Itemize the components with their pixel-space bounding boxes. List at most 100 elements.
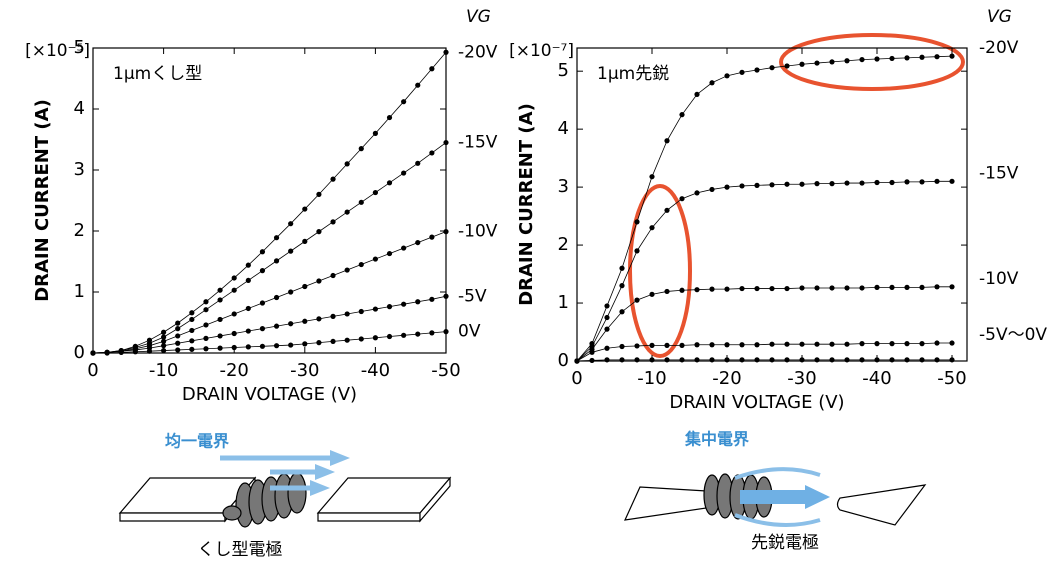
data-point bbox=[784, 342, 789, 347]
data-point bbox=[619, 283, 624, 288]
data-point bbox=[814, 181, 819, 186]
data-point bbox=[387, 304, 392, 309]
data-point bbox=[175, 321, 180, 326]
data-point bbox=[246, 328, 251, 333]
data-point bbox=[232, 331, 237, 336]
legend-title: VG bbox=[987, 7, 1012, 27]
data-point bbox=[246, 306, 251, 311]
series-line bbox=[93, 143, 446, 353]
data-point bbox=[189, 338, 194, 343]
data-point bbox=[859, 180, 864, 185]
comb-electrode-diagram bbox=[120, 450, 450, 527]
data-point bbox=[679, 288, 684, 293]
y-tick-label: 4 bbox=[74, 98, 85, 119]
data-point bbox=[387, 115, 392, 120]
y-tick-label: 1 bbox=[558, 292, 569, 313]
data-point bbox=[443, 229, 448, 234]
data-point bbox=[203, 299, 208, 304]
data-point bbox=[189, 317, 194, 322]
data-point bbox=[664, 208, 669, 213]
data-point bbox=[302, 341, 307, 346]
data-point bbox=[889, 341, 894, 346]
data-point bbox=[574, 358, 579, 363]
y-tick-label: 0 bbox=[74, 342, 85, 363]
data-point bbox=[694, 92, 699, 97]
data-point bbox=[359, 262, 364, 267]
data-point bbox=[934, 179, 939, 184]
data-point bbox=[919, 55, 924, 60]
x-tick-label: -20 bbox=[712, 368, 741, 389]
data-point bbox=[189, 310, 194, 315]
data-point bbox=[859, 57, 864, 62]
data-point bbox=[203, 346, 208, 351]
data-point bbox=[330, 339, 335, 344]
data-point bbox=[302, 239, 307, 244]
data-point bbox=[769, 342, 774, 347]
data-point bbox=[949, 179, 954, 184]
data-point bbox=[694, 190, 699, 195]
data-point bbox=[709, 287, 714, 292]
figure: 0123450-10-20-30-40-50DRAIN VOLTAGE (V)D… bbox=[0, 0, 1064, 564]
data-point bbox=[874, 341, 879, 346]
data-point bbox=[739, 342, 744, 347]
series-label: -15V bbox=[458, 133, 498, 153]
annotation: 1μmくし型 bbox=[113, 64, 202, 84]
data-point bbox=[274, 235, 279, 240]
data-point bbox=[175, 341, 180, 346]
data-point bbox=[859, 285, 864, 290]
data-point bbox=[829, 285, 834, 290]
data-point bbox=[203, 336, 208, 341]
data-point bbox=[799, 342, 804, 347]
highlight bbox=[781, 35, 963, 89]
data-point bbox=[345, 161, 350, 166]
data-point bbox=[330, 273, 335, 278]
data-point bbox=[829, 357, 834, 362]
data-point bbox=[949, 54, 954, 59]
series-label: -10V bbox=[458, 222, 498, 242]
data-point bbox=[949, 340, 954, 345]
series-line bbox=[93, 232, 446, 353]
data-point bbox=[359, 336, 364, 341]
data-point bbox=[739, 183, 744, 188]
data-point bbox=[415, 161, 420, 166]
highlight bbox=[630, 186, 690, 356]
data-point bbox=[694, 287, 699, 292]
y-axis-label: DRAIN CURRENT (A) bbox=[32, 99, 53, 302]
data-point bbox=[330, 314, 335, 319]
data-point bbox=[724, 287, 729, 292]
data-point bbox=[288, 321, 293, 326]
data-point bbox=[401, 245, 406, 250]
data-point bbox=[784, 182, 789, 187]
data-point bbox=[105, 350, 110, 355]
data-point bbox=[844, 342, 849, 347]
data-point bbox=[664, 343, 669, 348]
data-point bbox=[443, 329, 448, 334]
data-point bbox=[274, 324, 279, 329]
data-point bbox=[274, 258, 279, 263]
data-point bbox=[649, 225, 654, 230]
series-label: -20V bbox=[979, 38, 1019, 58]
data-point bbox=[709, 80, 714, 85]
series-line bbox=[577, 181, 952, 361]
data-point bbox=[429, 150, 434, 155]
data-point bbox=[345, 209, 350, 214]
x-tick-label: -40 bbox=[862, 368, 891, 389]
data-point bbox=[359, 309, 364, 314]
y-tick-label: 3 bbox=[558, 176, 569, 197]
data-point bbox=[316, 278, 321, 283]
data-point bbox=[302, 206, 307, 211]
data-point bbox=[147, 349, 152, 354]
data-point bbox=[387, 251, 392, 256]
data-point bbox=[443, 294, 448, 299]
data-point bbox=[316, 229, 321, 234]
data-point bbox=[874, 180, 879, 185]
data-point bbox=[217, 297, 222, 302]
data-point bbox=[904, 285, 909, 290]
x-axis-label: DRAIN VOLTAGE (V) bbox=[182, 384, 357, 405]
data-point bbox=[844, 180, 849, 185]
series-line bbox=[577, 343, 952, 361]
legend-title: VG bbox=[466, 7, 491, 27]
data-point bbox=[387, 180, 392, 185]
data-point bbox=[246, 344, 251, 349]
data-point bbox=[904, 357, 909, 362]
